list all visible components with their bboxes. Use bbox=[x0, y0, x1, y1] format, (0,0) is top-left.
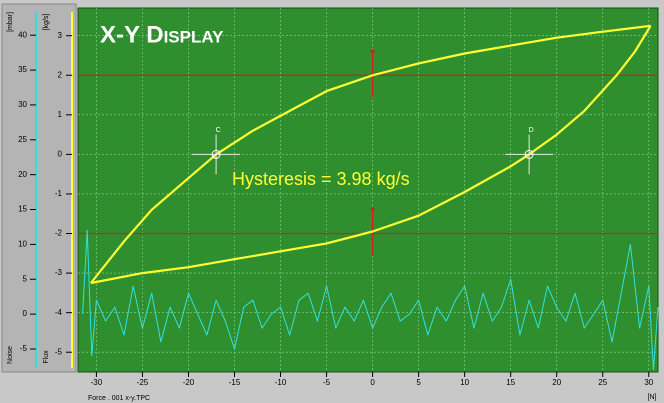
y2-unit: [mbar] bbox=[7, 12, 14, 32]
x-tick-label: 15 bbox=[506, 378, 515, 387]
x-tick-label: -5 bbox=[323, 378, 331, 387]
y2-tick-label: 35 bbox=[18, 65, 27, 74]
y2-tick-label: 40 bbox=[18, 30, 27, 39]
y-tick-label: -1 bbox=[55, 189, 63, 198]
y-unit: [kg/s] bbox=[43, 14, 50, 31]
x-tick-label: -15 bbox=[229, 378, 241, 387]
y2-tick-label: 5 bbox=[23, 274, 28, 283]
y-tick-label: -2 bbox=[55, 229, 63, 238]
y2-tick-label: 15 bbox=[18, 205, 27, 214]
reference-marker-head bbox=[370, 207, 375, 212]
x-label: [N] bbox=[648, 394, 657, 401]
y2-name: Noise bbox=[7, 346, 14, 364]
x-tick-label: 5 bbox=[416, 378, 421, 387]
y-tick-label: 2 bbox=[58, 70, 63, 79]
cursor-point bbox=[524, 149, 534, 159]
x-tick-label: -30 bbox=[91, 378, 103, 387]
reference-marker-head bbox=[370, 49, 375, 54]
cursor-label: D bbox=[529, 127, 534, 134]
y2-tick-label: 25 bbox=[18, 135, 27, 144]
cursor-label: C bbox=[216, 127, 221, 134]
x-tick-label: 25 bbox=[598, 378, 607, 387]
x-tick-label: 20 bbox=[552, 378, 561, 387]
y-tick-label: -4 bbox=[55, 308, 63, 317]
y-tick-label: -5 bbox=[55, 347, 63, 356]
plot-area bbox=[77, 7, 659, 373]
y-tick-label: 3 bbox=[58, 31, 63, 40]
x-tick-label: -20 bbox=[183, 378, 195, 387]
cursor-point bbox=[211, 149, 221, 159]
x-tick-label: -10 bbox=[275, 378, 287, 387]
y2-tick-label: 10 bbox=[18, 240, 27, 249]
x-tick-label: 0 bbox=[370, 378, 375, 387]
chart-title: X-Y Display bbox=[100, 21, 224, 48]
annotation: Hysteresis = 3.98 kg/s bbox=[232, 169, 410, 189]
x-tick-label: -25 bbox=[137, 378, 149, 387]
x-caption: Force . 001 x-y.TPC bbox=[88, 395, 150, 402]
data-line bbox=[90, 25, 652, 285]
axis-panel bbox=[1, 3, 77, 373]
y-tick-label: -3 bbox=[55, 268, 63, 277]
y-tick-label: 0 bbox=[58, 150, 63, 159]
y2-tick-label: 20 bbox=[18, 170, 27, 179]
x-tick-label: 10 bbox=[460, 378, 469, 387]
y2-tick-label: -5 bbox=[20, 344, 28, 353]
x-tick-label: 30 bbox=[644, 378, 653, 387]
y2-tick-label: 0 bbox=[23, 309, 28, 318]
data-line bbox=[90, 24, 651, 284]
data-line bbox=[82, 229, 659, 371]
y2-tick-label: 30 bbox=[18, 100, 27, 109]
y-tick-label: 1 bbox=[58, 110, 63, 119]
y-name: Flux bbox=[43, 350, 50, 364]
